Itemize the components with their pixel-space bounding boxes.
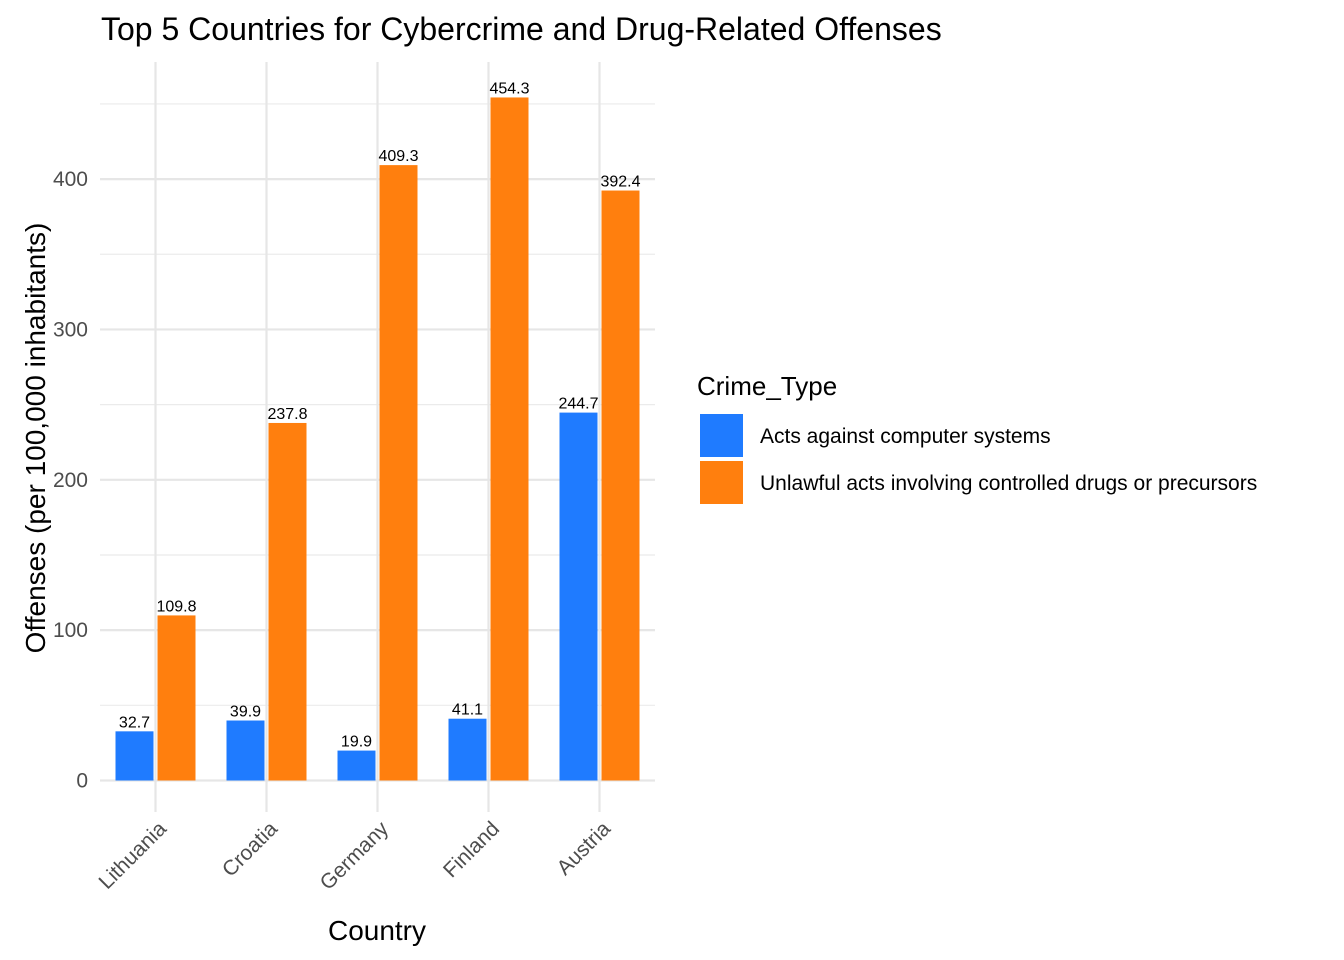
legend-label: Unlawful acts involving controlled drugs…: [760, 472, 1257, 495]
bar-computer-systems-austria: [559, 412, 598, 781]
y-tick-label: 300: [53, 318, 88, 341]
chart-title: Top 5 Countries for Cybercrime and Drug-…: [101, 11, 942, 47]
y-axis-title: Offenses (per 100,000 inhabitants): [20, 223, 51, 654]
y-axis: 0 100 200 300 400: [53, 168, 88, 792]
bar-computer-systems-lithuania: [115, 731, 154, 781]
y-tick-label: 200: [53, 469, 88, 492]
bar-controlled-drugs-finland: [490, 97, 529, 781]
legend-title: Crime_Type: [697, 371, 837, 401]
x-tick-label: Germany: [316, 817, 394, 895]
bar-controlled-drugs-lithuania: [157, 615, 196, 781]
bar-computer-systems-finland: [448, 718, 487, 781]
bar-controlled-drugs-austria: [601, 190, 640, 781]
legend-key-controlled-drugs: [700, 461, 743, 504]
bar-computer-systems-croatia: [226, 720, 265, 781]
bar-value-label: 454.3: [489, 80, 529, 97]
x-axis-title: Country: [328, 915, 426, 946]
legend-label: Acts against computer systems: [760, 425, 1051, 448]
bars: [115, 97, 640, 781]
bar-controlled-drugs-croatia: [268, 422, 307, 781]
bar-value-label: 109.8: [156, 598, 196, 615]
x-tick-label: Croatia: [218, 817, 282, 881]
bar-value-label: 237.8: [267, 406, 307, 423]
bar-value-label: 392.4: [600, 174, 640, 191]
legend-key-computer-systems: [700, 414, 743, 457]
legend: Crime_Type Acts against computer systems…: [697, 371, 1257, 504]
x-tick-label: Lithuania: [94, 817, 171, 894]
bar-controlled-drugs-germany: [379, 165, 418, 781]
y-tick-label: 400: [53, 168, 88, 191]
x-tick-label: Austria: [553, 817, 616, 880]
y-tick-label: 0: [76, 770, 88, 793]
bar-value-label: 39.9: [230, 704, 261, 721]
bar-computer-systems-germany: [337, 750, 376, 781]
bar-value-label: 409.3: [378, 148, 418, 165]
bar-value-label: 41.1: [452, 702, 483, 719]
x-axis: Lithuania Croatia Germany Finland Austria: [94, 817, 615, 895]
bar-labels: 32.7 109.8 39.9 237.8 19.9 409.3 41.1 454.3 244.…: [119, 80, 641, 750]
bar-value-label: 32.7: [119, 714, 150, 731]
bar-value-label: 244.7: [558, 396, 598, 413]
x-tick-label: Finland: [439, 817, 504, 882]
y-tick-label: 100: [53, 619, 88, 642]
bar-value-label: 19.9: [341, 734, 372, 751]
